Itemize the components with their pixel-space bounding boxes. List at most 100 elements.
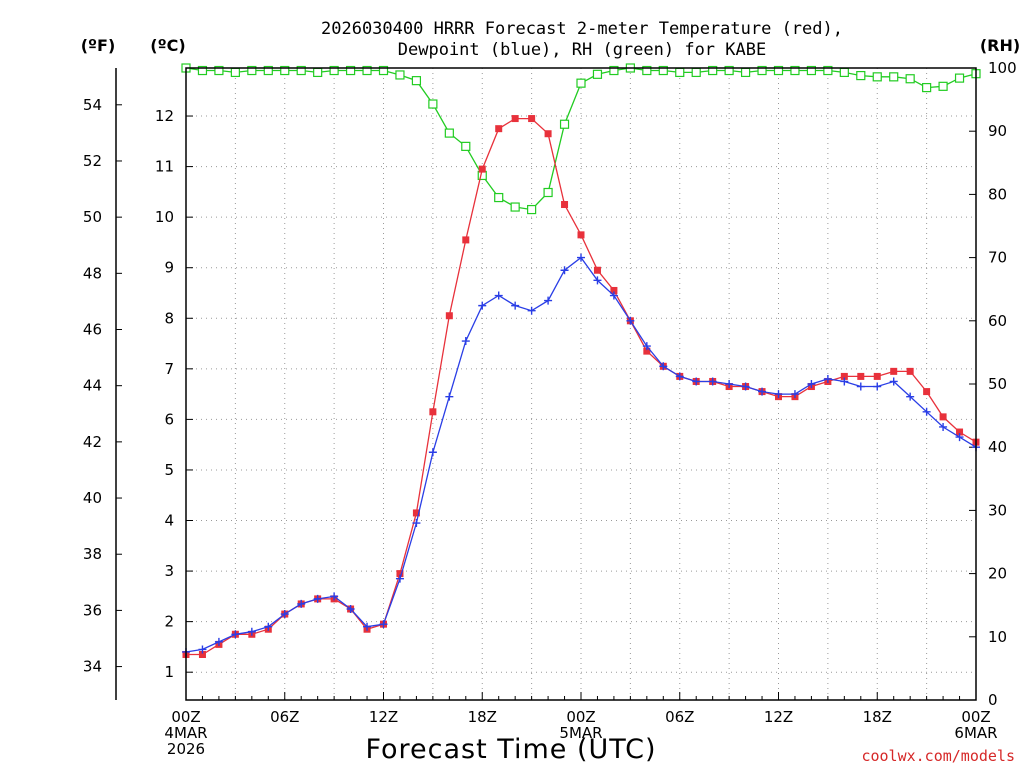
- dewpoint-point: [198, 645, 207, 654]
- grid-lines: [186, 68, 976, 700]
- temperature-point: [577, 231, 585, 239]
- rh-point: [773, 65, 784, 76]
- temperature-point: [840, 372, 848, 380]
- rh-tick-label: 0: [988, 691, 998, 709]
- dewpoint-point: [873, 382, 882, 391]
- dewpoint-point: [395, 574, 404, 583]
- time-tick-label: 5MAR: [559, 724, 602, 742]
- fahrenheit-tick-label: 42: [83, 433, 102, 451]
- rh-point: [905, 74, 915, 84]
- rh-tick-label: 50: [988, 375, 1007, 393]
- rh-point: [411, 76, 422, 86]
- dewpoint-point: [494, 291, 503, 300]
- dewpoint-point: [939, 422, 948, 431]
- celsius-tick-label: 7: [164, 360, 174, 378]
- dewpoint-point: [922, 407, 931, 416]
- dewpoint-point: [609, 291, 618, 300]
- celsius-tick-label: 12: [155, 107, 174, 125]
- dewpoint-point: [741, 382, 750, 391]
- rh-point: [708, 65, 718, 76]
- rh-point: [806, 65, 817, 76]
- temperature-point: [873, 372, 881, 380]
- dewpoint-point: [461, 337, 470, 346]
- celsius-unit-label: (ºC): [150, 36, 185, 55]
- rh-point: [247, 65, 257, 76]
- dewpoint-point: [593, 276, 602, 285]
- celsius-tick-label: 9: [164, 259, 174, 277]
- fahrenheit-unit-label: (ºF): [81, 36, 116, 55]
- rh-tick-label: 100: [988, 59, 1017, 77]
- rh-point: [642, 65, 652, 76]
- dewpoint-point: [692, 377, 701, 386]
- dewpoint-point: [577, 253, 585, 262]
- temperature-point: [198, 650, 206, 658]
- time-tick-label: 12Z: [764, 708, 793, 726]
- rh-unit-label: (RH): [980, 36, 1020, 55]
- fahrenheit-tick-label: 36: [83, 601, 102, 619]
- rh-point: [214, 65, 224, 76]
- rh-tick-label: 70: [988, 249, 1007, 267]
- rh-tick-label: 20: [988, 565, 1007, 583]
- dewpoint-point: [247, 627, 256, 636]
- rh-tick-label: 30: [988, 501, 1007, 519]
- dewpoint-point: [840, 377, 849, 386]
- dewpoint-point: [889, 377, 898, 386]
- rh-point: [839, 67, 849, 78]
- rh-axis: 0 10 20 30 40 50 60 70 80 90 100: [969, 59, 1017, 709]
- time-tick-label: 18Z: [468, 708, 497, 726]
- celsius-tick-label: 2: [164, 613, 174, 631]
- rh-point: [362, 65, 372, 76]
- temperature-point: [857, 372, 865, 380]
- rh-point: [559, 119, 570, 129]
- rh-point: [740, 67, 751, 78]
- temperature-point: [412, 509, 420, 517]
- dewpoint-point: [313, 594, 322, 603]
- rh-point: [856, 70, 866, 81]
- dewpoint-point: [264, 622, 273, 631]
- rh-point: [345, 65, 356, 76]
- rh-point: [658, 65, 668, 76]
- rh-point: [922, 82, 932, 93]
- rh-point: [329, 65, 339, 76]
- dewpoint-point: [379, 620, 388, 629]
- dewpoint-point: [280, 610, 289, 619]
- dewpoint-point: [906, 392, 915, 401]
- rh-point: [823, 65, 833, 76]
- dewpoint-point: [626, 316, 635, 325]
- temperature-point: [643, 347, 651, 355]
- fahrenheit-tick-label: 54: [83, 96, 102, 114]
- dewpoint-point: [708, 377, 717, 386]
- temperature-point: [561, 201, 569, 209]
- time-tick-label: 06Z: [665, 708, 694, 726]
- dewpoint-line: [185, 256, 977, 653]
- celsius-tick-label: 5: [164, 461, 174, 479]
- dewpoint-point: [642, 342, 651, 351]
- dewpoint-point: [544, 296, 553, 305]
- dewpoint-point: [725, 380, 734, 388]
- dewpoint-point: [511, 301, 520, 310]
- fahrenheit-tick-label: 46: [83, 321, 102, 339]
- temperature-point: [939, 413, 947, 421]
- rh-point: [395, 70, 405, 80]
- dewpoint-point: [807, 380, 816, 388]
- fahrenheit-tick-label: 40: [83, 489, 102, 507]
- rh-point: [691, 67, 701, 78]
- rh-tick-label: 40: [988, 438, 1007, 456]
- dewpoint-point: [445, 392, 454, 401]
- temperature-point: [396, 570, 404, 578]
- celsius-tick-label: 11: [155, 158, 174, 176]
- celsius-tick-label: 1: [164, 663, 174, 681]
- rh-tick-label: 60: [988, 312, 1007, 330]
- time-tick-label: 06Z: [270, 708, 299, 726]
- fahrenheit-axis: 34 36 38 40 42 44 46 48 50 52 54: [83, 68, 122, 700]
- fahrenheit-tick-label: 44: [83, 377, 102, 395]
- time-tick-label: 00Z: [566, 708, 595, 726]
- temperature-point: [890, 367, 898, 375]
- rh-point: [592, 69, 603, 79]
- dewpoint-point: [346, 604, 355, 613]
- dewpoint-point: [297, 599, 306, 608]
- dewpoint-point: [823, 374, 832, 383]
- time-tick-label: 00Z: [961, 708, 990, 726]
